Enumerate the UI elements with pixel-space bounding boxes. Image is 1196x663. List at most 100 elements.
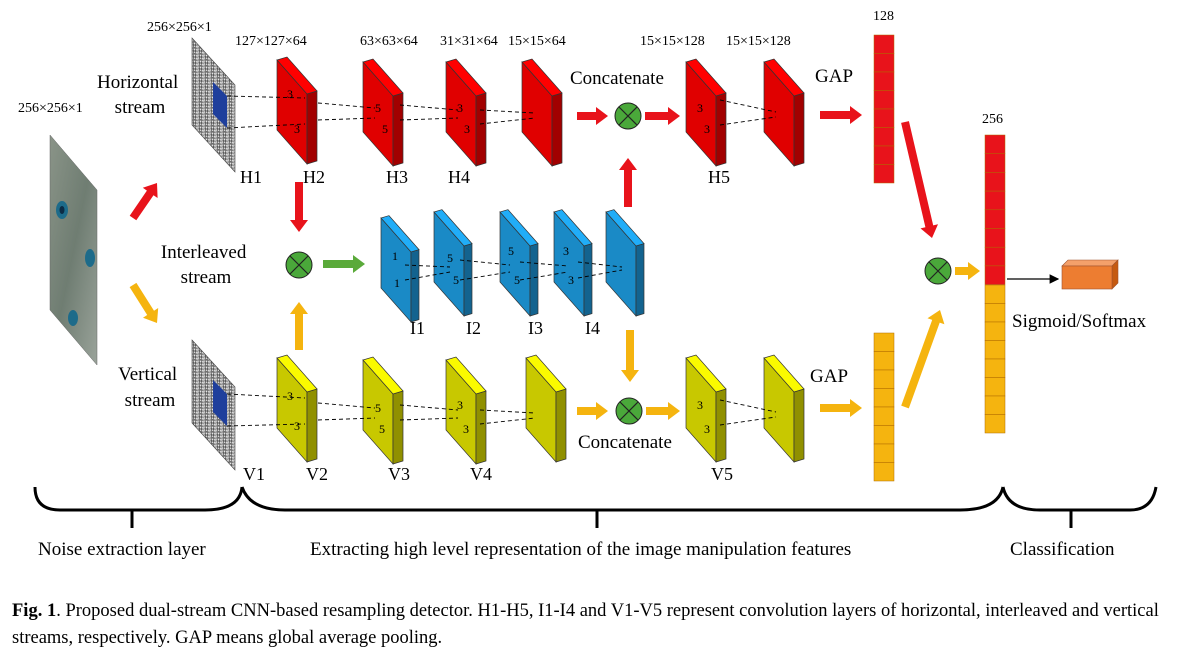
svg-text:5: 5 <box>453 273 459 287</box>
input-dims: 256×256×1 <box>18 101 83 116</box>
conv-block-h3 <box>362 58 404 167</box>
layer-label-h2: H2 <box>303 167 325 187</box>
svg-text:3: 3 <box>697 398 703 412</box>
conv-block-h3-top <box>362 58 404 97</box>
conv-block-v3-side <box>392 390 404 465</box>
gap-v-cell <box>873 425 895 445</box>
conv-block-i2 <box>433 209 473 317</box>
conv-block-v5b-top <box>763 354 805 393</box>
conv-block-v4 <box>445 356 487 465</box>
horizontal-stream-label: Horizontal stream <box>97 72 183 118</box>
merge-op-classifier <box>924 257 952 285</box>
svg-text:5: 5 <box>379 422 385 436</box>
concatenated-vector <box>984 134 1006 434</box>
output-label: Sigmoid/Softmax <box>1012 311 1147 332</box>
arrow-input-to-horizontal <box>129 183 158 221</box>
gap-h-cell <box>873 164 895 184</box>
interleaved-stream-label: Interleaved stream <box>161 242 251 288</box>
gap-h-cell <box>873 34 895 54</box>
conv-block-v2-side <box>306 388 318 463</box>
conv-block-i3-top <box>499 209 539 247</box>
conv-block-h5c-top <box>763 58 805 97</box>
concat-out-dims: 256 <box>982 112 1003 127</box>
concat-orange-cell <box>984 377 1006 397</box>
concat-orange-cell <box>984 340 1006 360</box>
gap-v-cell <box>873 406 895 426</box>
caption-label: Fig. 1 <box>12 601 57 621</box>
gap-h-cell <box>873 53 895 73</box>
noise-dims: 256×256×1 <box>147 20 212 35</box>
conv-block-h4-side <box>475 92 487 167</box>
gap-vector-vertical <box>873 332 895 482</box>
concat-red-cell <box>984 246 1006 267</box>
concat-orange-cell <box>984 321 1006 341</box>
conv-block-v5 <box>685 354 727 463</box>
gap-h-dims: 128 <box>873 9 894 24</box>
svg-text:5: 5 <box>508 244 514 258</box>
concat-top-label: Concatenate <box>570 68 664 89</box>
h2-dims: 127×127×64 <box>235 34 307 49</box>
h4-dims: 31×31×64 <box>440 34 498 49</box>
arrow-h1-to-merge <box>290 182 308 232</box>
conv-block-h3-side <box>392 92 404 167</box>
receptive-field-lines <box>226 95 777 427</box>
figure-caption: Fig. 1. Proposed dual-stream CNN-based r… <box>12 598 1184 652</box>
concat-red-cell <box>984 228 1006 248</box>
svg-text:1: 1 <box>394 276 400 290</box>
merge-op-interleaved <box>285 251 313 279</box>
layer-label-i3: I3 <box>528 318 543 338</box>
conv-block-v5b-side <box>793 388 805 463</box>
concat-orange-cell <box>984 414 1006 434</box>
arrow-i-to-bottom-concat <box>621 330 639 382</box>
concat-bottom-label: Concatenate <box>578 432 672 453</box>
svg-text:3: 3 <box>294 419 300 433</box>
gap-h-cell <box>873 71 895 91</box>
svg-text:5: 5 <box>375 401 381 415</box>
section-features-label: Extracting high level representation of … <box>310 539 851 560</box>
gap-v-cell <box>873 388 895 408</box>
conv-block-i5-top <box>605 209 645 247</box>
vertical-stream-label: Vertical stream <box>118 364 182 411</box>
arrow-merge-to-vector <box>955 262 980 280</box>
conv-block-h5a-top <box>521 58 563 97</box>
svg-text:5: 5 <box>382 122 388 136</box>
gap-v-cell <box>873 369 895 389</box>
gap-h-cell <box>873 108 895 128</box>
concat-red-cell <box>984 172 1006 192</box>
gap-h-cell <box>873 90 895 110</box>
layer-label-h3: H3 <box>386 167 408 187</box>
concat-orange-cell <box>984 303 1006 323</box>
vertical-conv-blocks <box>276 354 805 465</box>
concat-red-cell <box>984 190 1006 211</box>
conv-block-h5c <box>763 58 805 167</box>
arrow-v-to-concat <box>577 402 608 420</box>
conv-block-h2-side <box>306 90 318 165</box>
svg-text:3: 3 <box>294 122 300 136</box>
section-classification-label: Classification <box>1010 539 1115 560</box>
h5b-dims: 15×15×128 <box>640 34 705 49</box>
conv-block-i1-top <box>380 215 420 253</box>
input-image <box>49 134 98 366</box>
conv-block-i1 <box>380 215 420 323</box>
horizontal-layer-labels: H1 H2 H3 H4 H5 <box>240 167 730 187</box>
section-braces <box>33 486 1158 528</box>
h5a-dims: 15×15×64 <box>508 34 566 49</box>
svg-text:3: 3 <box>704 122 710 136</box>
svg-text:3: 3 <box>697 101 703 115</box>
conv-block-v3-top <box>362 356 404 395</box>
arrow-gap-h-to-merge <box>901 121 938 238</box>
conv-block-i3 <box>499 209 539 317</box>
concat-red-cell <box>984 265 1006 285</box>
conv-block-v4b <box>525 354 567 463</box>
arrow-concat-to-h5 <box>645 107 680 125</box>
layer-label-i1: I1 <box>410 318 425 338</box>
conv-block-h2 <box>276 56 318 165</box>
gap-top-label: GAP <box>815 66 853 87</box>
svg-text:3: 3 <box>563 244 569 258</box>
arrow-input-to-vertical <box>129 282 159 323</box>
arrow-i-to-top-concat <box>619 158 637 207</box>
layer-label-i4: I4 <box>585 318 600 338</box>
interleaved-layer-labels: I1 I2 I3 I4 <box>410 318 600 338</box>
svg-text:3: 3 <box>568 273 574 287</box>
